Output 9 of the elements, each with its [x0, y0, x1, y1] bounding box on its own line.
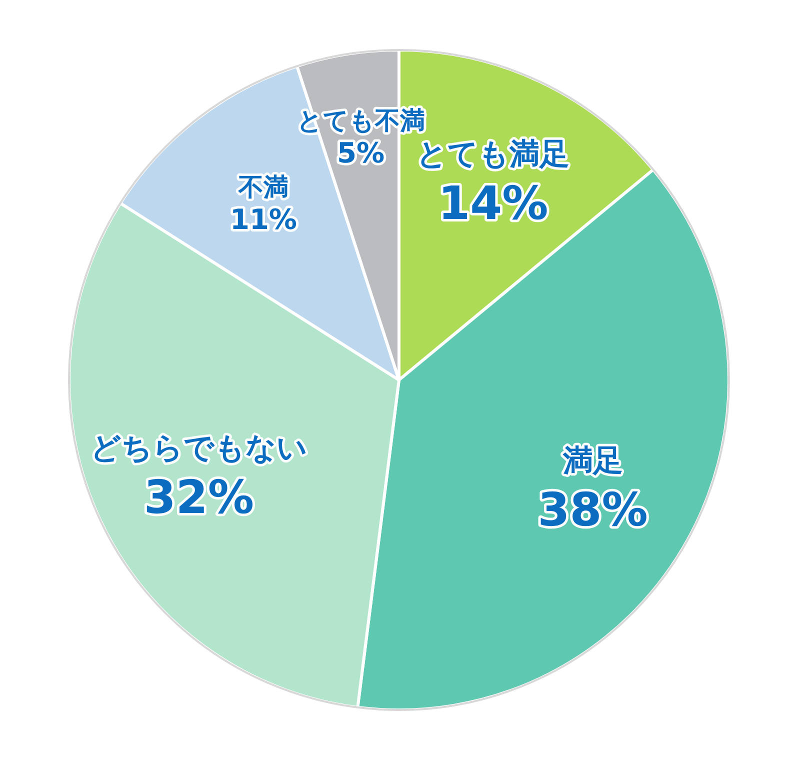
slice-label: とても満足	[416, 136, 570, 172]
slice-label: 満足	[562, 443, 623, 478]
slice-label: 不満	[237, 172, 288, 202]
data-label: 32%	[144, 470, 254, 524]
data-label: 11%	[230, 203, 297, 236]
slice-label: どちらでもない	[90, 431, 308, 466]
data-label: 38%	[538, 482, 648, 537]
data-label: 5%	[337, 136, 385, 170]
data-label: 14%	[438, 176, 548, 230]
